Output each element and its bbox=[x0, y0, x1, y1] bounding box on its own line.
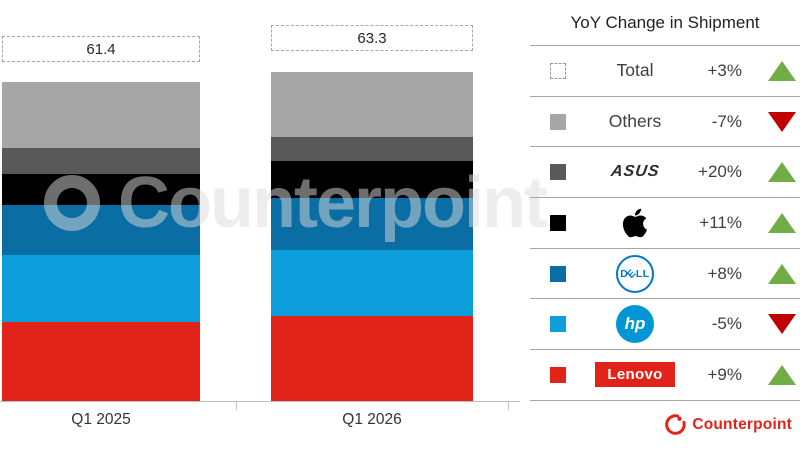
change-value: -7% bbox=[711, 111, 742, 131]
up-triangle-icon bbox=[768, 60, 796, 81]
x-axis bbox=[0, 401, 520, 402]
asus-logo-icon: ASUS bbox=[609, 163, 661, 181]
bar-segment-apple bbox=[2, 174, 200, 205]
bar-q1-2025 bbox=[2, 0, 200, 401]
bar-segment-dell bbox=[2, 204, 200, 256]
dell-logo-icon: D E LL bbox=[616, 254, 654, 293]
asus-swatch bbox=[550, 164, 566, 181]
bar-q1-2026 bbox=[271, 0, 473, 401]
legend-row-total: Total +3% bbox=[530, 46, 800, 97]
category-label-q1-2026: Q1 2026 bbox=[342, 411, 402, 428]
up-triangle-icon bbox=[768, 263, 796, 284]
change-value: +8% bbox=[707, 263, 743, 283]
legend-row-hp: hp -5% bbox=[530, 299, 800, 351]
counterpoint-brand: Counterpoint bbox=[665, 414, 792, 435]
legend: YoY Change in Shipment Total +3% Others … bbox=[530, 0, 800, 450]
counterpoint-brand-text: Counterpoint bbox=[692, 415, 792, 433]
axis-tick bbox=[508, 401, 509, 410]
bar-segment-lenovo bbox=[271, 315, 473, 401]
up-triangle-icon bbox=[768, 162, 796, 183]
up-triangle-icon bbox=[768, 212, 796, 233]
bar-segment-others bbox=[2, 81, 200, 149]
legend-title: YoY Change in Shipment bbox=[530, 0, 800, 46]
total-swatch bbox=[550, 62, 566, 79]
category-label-q1-2025: Q1 2025 bbox=[71, 411, 131, 428]
down-triangle-icon bbox=[768, 111, 796, 132]
counterpoint-logo-icon bbox=[665, 414, 686, 435]
total-value: 61.4 bbox=[86, 40, 116, 58]
legend-row-dell: D E LL +8% bbox=[530, 249, 800, 300]
apple-logo-icon bbox=[620, 206, 650, 240]
total-label-q1-2026: 63.3 bbox=[271, 25, 473, 51]
change-value: +20% bbox=[698, 162, 742, 182]
legend-row-asus: ASUS +20% bbox=[530, 147, 800, 199]
change-value: +3% bbox=[707, 60, 743, 80]
lenovo-swatch bbox=[550, 366, 566, 383]
up-triangle-icon bbox=[768, 364, 796, 385]
axis-tick bbox=[236, 401, 237, 410]
change-value: -5% bbox=[711, 314, 742, 334]
total-label-q1-2025: 61.4 bbox=[2, 36, 200, 62]
legend-row-lenovo: Lenovo +9% bbox=[530, 350, 800, 401]
dell-swatch bbox=[550, 265, 566, 282]
bar-segment-others bbox=[271, 71, 473, 137]
bar-segment-apple bbox=[271, 161, 473, 199]
legend-row-apple: +11% bbox=[530, 198, 800, 249]
legend-label: Others bbox=[608, 111, 662, 132]
down-triangle-icon bbox=[768, 314, 796, 335]
bar-segment-asus bbox=[271, 136, 473, 162]
lenovo-logo-icon: Lenovo bbox=[595, 362, 675, 388]
legend-row-others: Others -7% bbox=[530, 97, 800, 148]
apple-swatch bbox=[550, 214, 566, 231]
change-value: +9% bbox=[707, 364, 743, 384]
bar-segment-lenovo bbox=[2, 322, 200, 401]
hp-swatch bbox=[550, 316, 566, 333]
stacked-bar-chart: 61.4 63.3 Q1 2025 Q1 2026 bbox=[0, 0, 520, 428]
bar-segment-hp bbox=[271, 250, 473, 316]
hp-logo-icon: hp bbox=[616, 305, 654, 344]
bar-segment-dell bbox=[271, 198, 473, 251]
bar-segment-hp bbox=[2, 255, 200, 323]
change-value: +11% bbox=[699, 212, 742, 232]
bar-segment-asus bbox=[2, 148, 200, 175]
total-value: 63.3 bbox=[357, 29, 387, 47]
others-swatch bbox=[550, 113, 566, 130]
legend-label: Total bbox=[616, 60, 654, 81]
